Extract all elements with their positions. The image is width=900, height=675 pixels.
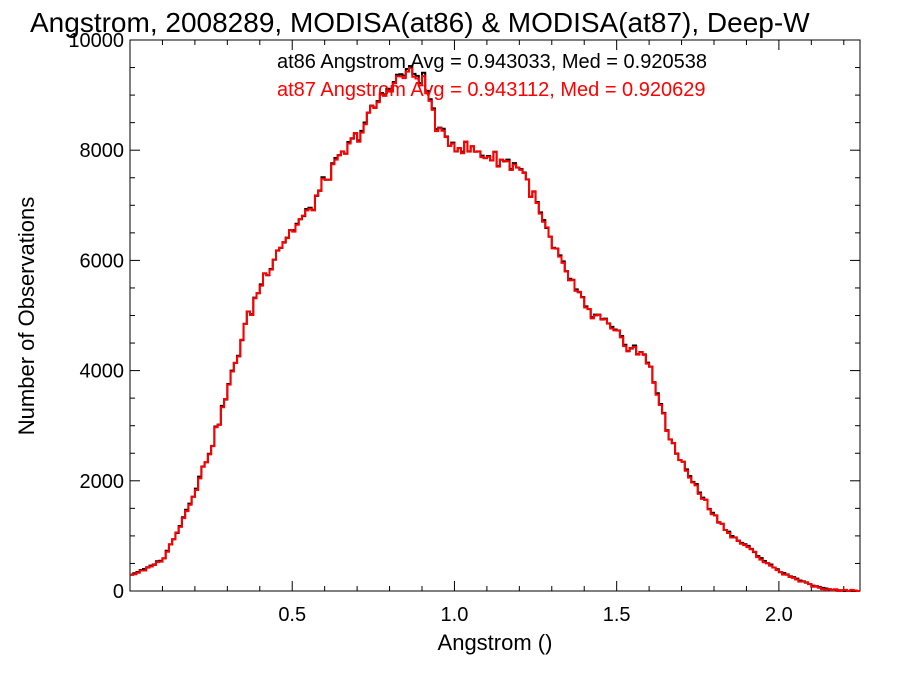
plot-frame <box>129 39 861 592</box>
y-tick-label: 10000 <box>68 30 124 52</box>
series-line-1 <box>130 66 860 592</box>
chart-title: Angstrom, 2008289, MODISA(at86) & MODISA… <box>30 7 810 38</box>
y-tick-label: 8000 <box>80 140 125 162</box>
tick-labels: 0.5 1.0 1.5 2.0 0 2000 4000 6000 8000 10000 <box>68 30 792 626</box>
x-tick-label: 2.0 <box>765 604 793 626</box>
annotation-at86: at86 Angstrom Avg = 0.943033, Med = 0.92… <box>277 51 707 73</box>
y-tick-label: 6000 <box>80 250 125 272</box>
axis-ticks <box>130 39 860 592</box>
x-axis-label: Angstrom () <box>438 630 553 655</box>
y-tick-label: 4000 <box>80 361 125 383</box>
series-line-0 <box>130 64 860 592</box>
y-tick-label: 2000 <box>80 471 125 493</box>
y-axis-label: Number of Observations <box>14 197 39 435</box>
x-tick-label: 0.5 <box>278 604 306 626</box>
x-tick-label: 1.0 <box>441 604 469 626</box>
series-group <box>130 64 860 592</box>
x-tick-label: 1.5 <box>603 604 631 626</box>
annotation-at87: at87 Angstrom Avg = 0.943112, Med = 0.92… <box>277 79 705 101</box>
y-tick-label: 0 <box>113 581 124 603</box>
